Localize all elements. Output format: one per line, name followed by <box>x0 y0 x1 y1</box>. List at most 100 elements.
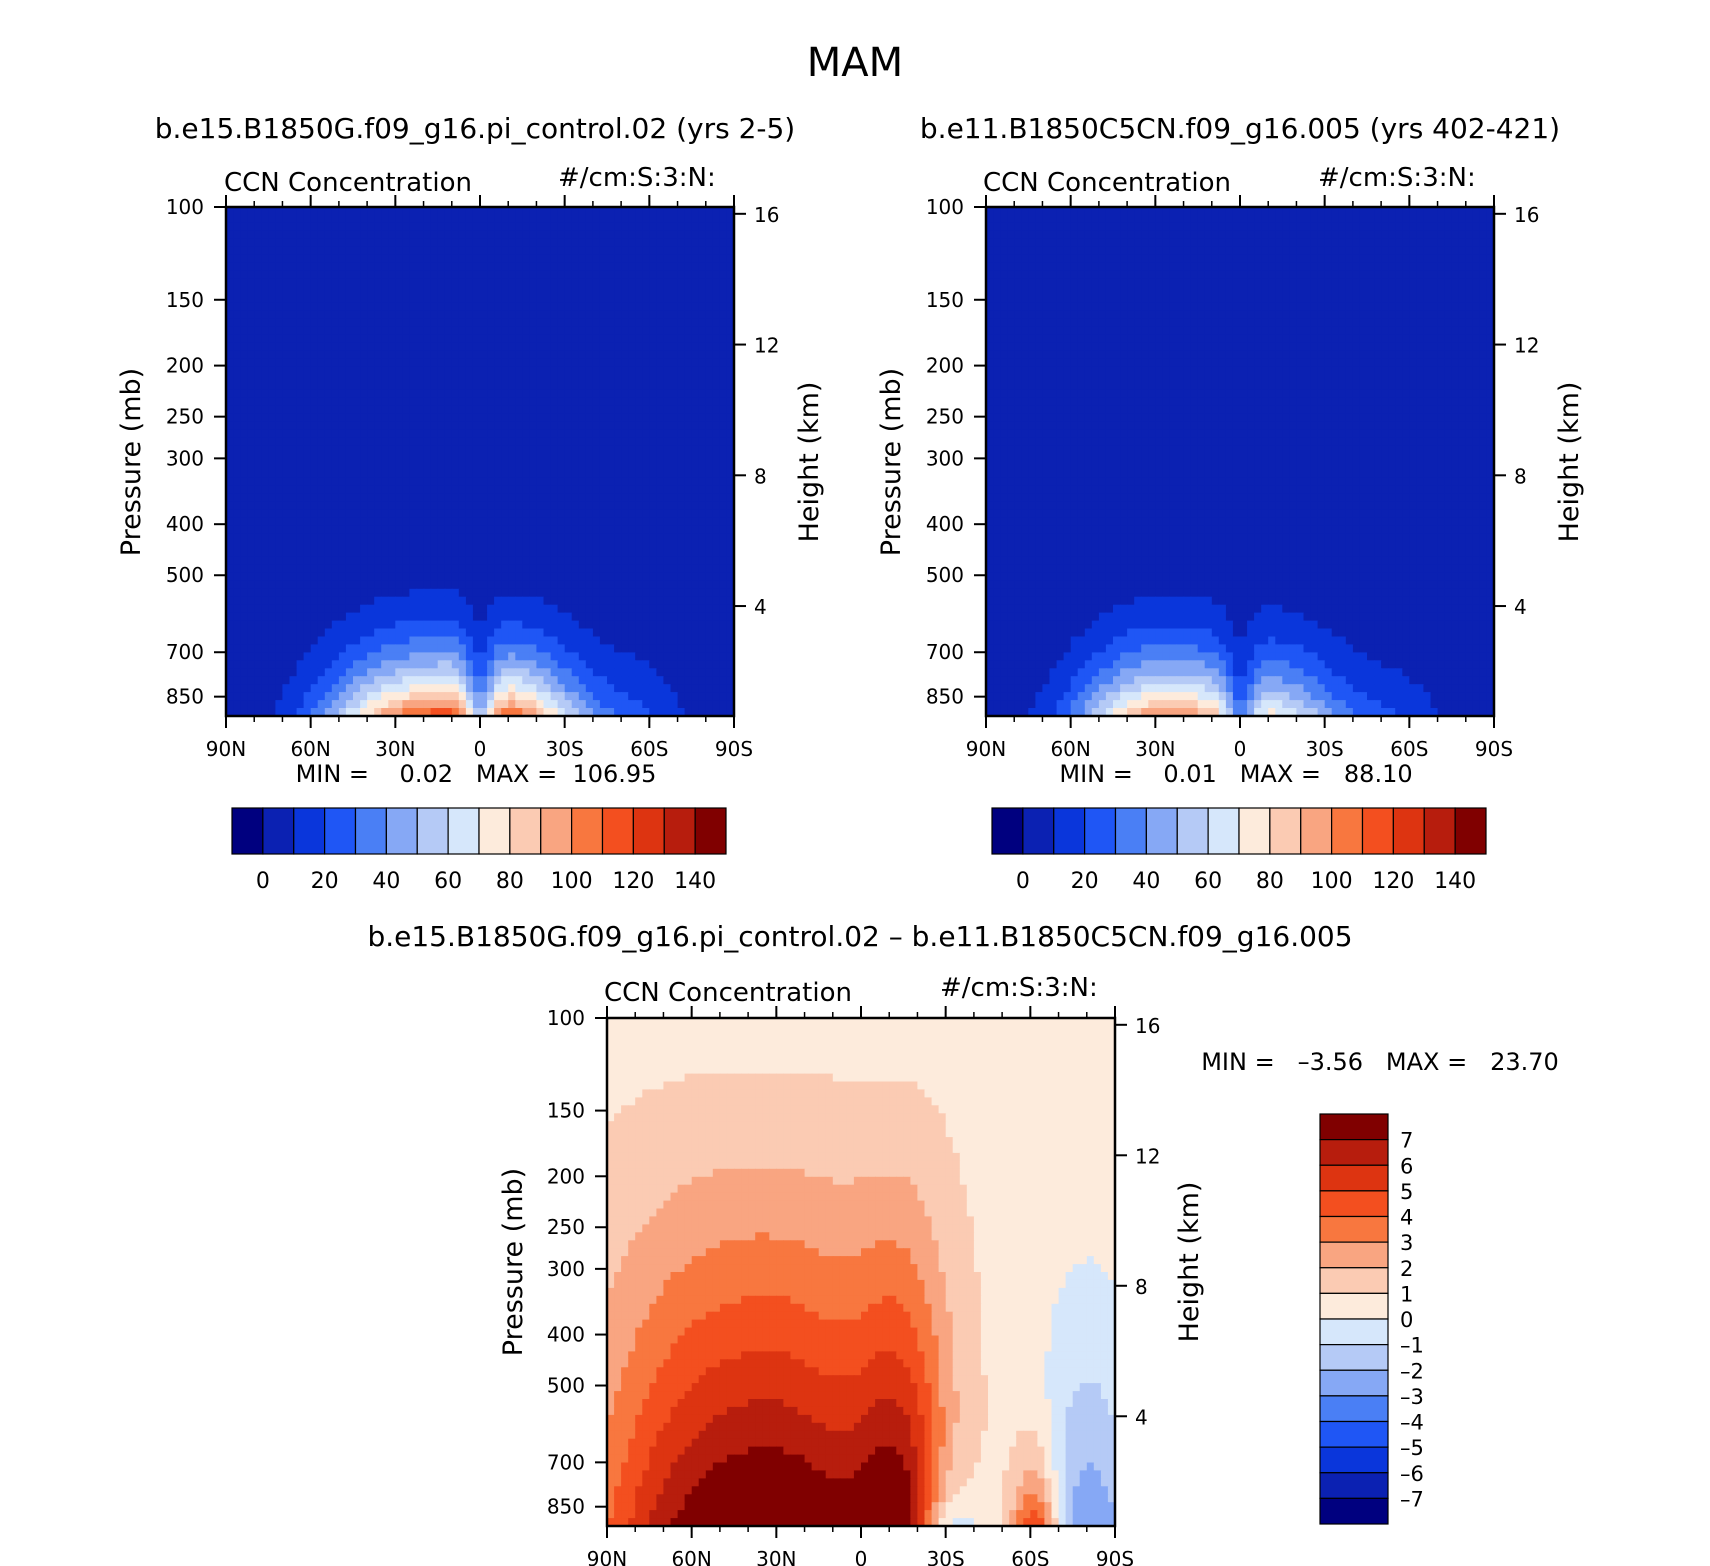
contour-cell <box>585 636 594 646</box>
contour-cell <box>353 549 361 558</box>
contour-cell <box>360 238 368 248</box>
contour-cell <box>719 700 728 709</box>
contour-cell <box>571 564 580 574</box>
contour-cell <box>1367 207 1375 216</box>
contour-cell <box>367 342 375 351</box>
contour-cell <box>1225 215 1234 224</box>
contour-cell <box>621 397 629 407</box>
contour-cell <box>536 580 545 590</box>
contour-cell <box>663 700 672 709</box>
contour-cell <box>465 413 474 423</box>
contour-cell <box>614 700 622 709</box>
contour-cell <box>367 382 375 391</box>
contour-cell <box>1451 207 1460 216</box>
contour-cell <box>331 580 340 590</box>
contour-cell <box>663 278 672 288</box>
contour-cell <box>388 286 396 296</box>
contour-cell <box>684 517 693 526</box>
contour-cell <box>515 541 523 550</box>
contour-cell <box>607 668 615 677</box>
contour-cell <box>536 246 545 256</box>
contour-cell <box>536 207 545 216</box>
contour-cell <box>614 350 622 359</box>
contour-cell <box>557 620 566 630</box>
contour-cell <box>430 692 439 701</box>
contour-cell <box>487 262 495 272</box>
contour-cell <box>585 374 594 383</box>
contour-cell <box>712 350 721 359</box>
contour-cell <box>508 215 516 224</box>
contour-cell <box>409 700 418 709</box>
contour-cell <box>324 660 333 669</box>
contour-cell <box>550 389 559 399</box>
contour-cell <box>614 612 622 622</box>
contour-cell <box>465 469 474 479</box>
contour-cell <box>254 270 262 280</box>
contour-cell <box>621 222 629 232</box>
contour-cell <box>367 413 375 423</box>
contour-cell <box>254 310 262 319</box>
contour-cell <box>1127 215 1135 224</box>
contour-cell <box>557 533 566 542</box>
contour-cell <box>437 620 446 630</box>
contour-cell <box>677 636 686 646</box>
contour-cell <box>416 588 425 598</box>
contour-cell <box>1479 207 1488 216</box>
contour-cell <box>289 533 298 542</box>
contour-cell <box>508 477 516 486</box>
contour-cell <box>338 278 347 288</box>
contour-cell <box>367 501 375 510</box>
contour-cell <box>684 501 693 510</box>
contour-cell <box>543 501 552 510</box>
contour-cell <box>303 270 312 280</box>
contour-cell <box>395 549 403 558</box>
contour-cell <box>367 302 375 311</box>
contour-cell <box>494 334 502 343</box>
contour-cell <box>345 636 354 646</box>
contour-cell <box>226 477 234 486</box>
contour-cell <box>360 469 368 479</box>
contour-cell <box>444 700 453 709</box>
contour-cell <box>402 517 411 526</box>
contour-cell <box>296 493 305 502</box>
contour-cell <box>367 628 375 638</box>
contour-cell <box>536 612 545 622</box>
contour-cell <box>663 318 672 327</box>
contour-cell <box>367 294 375 304</box>
contour-cell <box>614 262 622 272</box>
contour-cell <box>310 525 319 534</box>
contour-cell <box>677 358 686 367</box>
contour-cell <box>550 350 559 359</box>
contour-cell <box>437 684 446 693</box>
contour-cell <box>409 668 418 677</box>
contour-cell <box>261 262 269 272</box>
run-title-left: b.e15.B1850G.f09_g16.pi_control.02 (yrs … <box>155 112 795 145</box>
contour-cell <box>719 549 728 558</box>
contour-cell <box>656 469 665 479</box>
contour-cell <box>444 564 453 574</box>
contour-cell <box>1014 222 1022 232</box>
contour-cell <box>607 509 615 518</box>
contour-cell <box>261 596 269 606</box>
contour-cell <box>275 318 284 327</box>
contour-cell <box>649 469 657 479</box>
contour-cell <box>522 485 530 494</box>
contour-cell <box>599 564 608 574</box>
contour-cell <box>240 501 248 510</box>
contour-cell <box>296 310 305 319</box>
contour-cell <box>557 278 566 288</box>
contour-cell <box>712 374 721 383</box>
contour-cell <box>465 588 474 598</box>
y-tick-label: 700 <box>166 640 204 664</box>
contour-cell <box>656 453 665 463</box>
contour-cell <box>247 517 255 526</box>
contour-cell <box>444 596 453 606</box>
contour-cell <box>719 374 728 383</box>
contour-cell <box>402 453 411 463</box>
contour-cell <box>642 572 650 582</box>
contour-cell <box>628 676 636 685</box>
contour-cell <box>621 493 629 502</box>
contour-cell <box>345 413 354 423</box>
contour-cell <box>247 445 255 455</box>
contour-cell <box>1430 207 1439 216</box>
